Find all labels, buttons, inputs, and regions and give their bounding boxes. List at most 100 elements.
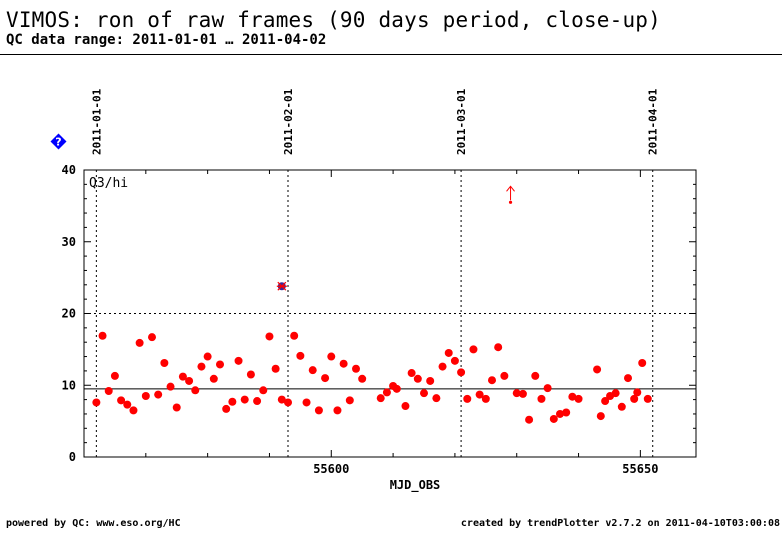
data-point (228, 397, 237, 406)
data-point (549, 414, 558, 423)
data-point (117, 396, 126, 405)
data-point (633, 388, 642, 397)
data-point (457, 368, 466, 377)
data-point (638, 359, 647, 368)
data-point (624, 374, 632, 383)
data-point (537, 394, 546, 403)
x-axis-label: MJD_OBS (390, 478, 441, 493)
data-point (643, 394, 652, 403)
svg-text:?: ? (55, 135, 61, 148)
date-marker-label: 2011-03-01 (455, 88, 468, 155)
data-point (259, 386, 268, 395)
data-point (568, 392, 577, 401)
y-tick-label: 20 (62, 307, 76, 321)
header: VIMOS: ron of raw frames (90 days period… (6, 8, 782, 48)
data-point (420, 389, 428, 398)
data-point (352, 364, 360, 373)
scatter-chart: 2011-01-01 2011-02-01 2011-03-01 2011-04-01… (62, 88, 697, 493)
data-point (494, 343, 503, 352)
data-point (444, 348, 453, 357)
data-point (104, 386, 113, 395)
page-title: VIMOS: ron of raw frames (90 days period… (6, 8, 661, 32)
data-point (185, 376, 194, 385)
data-point (500, 371, 509, 380)
data-point (407, 369, 416, 378)
data-point (574, 394, 583, 403)
data-point (617, 402, 626, 411)
data-point (611, 389, 620, 398)
panel-label: Q3/hi (89, 176, 128, 191)
data-point (531, 371, 540, 380)
data-point (296, 351, 305, 360)
data-point (148, 333, 156, 342)
data-point (432, 394, 441, 403)
data-point (345, 396, 354, 405)
data-point (469, 345, 478, 354)
data-point (333, 406, 342, 415)
data-point (556, 409, 564, 418)
data-point (512, 389, 521, 398)
data-point (438, 362, 447, 371)
outlier-star-marker (276, 281, 287, 291)
data-point (240, 395, 249, 404)
y-tick-label: 30 (62, 235, 76, 249)
data-point (426, 376, 435, 385)
data-point (154, 390, 163, 399)
date-marker-label: 2011-01-01 (90, 88, 103, 155)
data-point (376, 394, 385, 403)
data-point (327, 352, 336, 361)
data-point (209, 374, 218, 383)
footer-generator: created by trendPlotter v2.7.2 on 2011-0… (460, 518, 780, 529)
data-point (314, 406, 323, 415)
data-point (481, 394, 490, 403)
data-point (123, 400, 132, 409)
off-scale-arrow (506, 185, 515, 201)
data-point (197, 362, 206, 371)
data-point (160, 359, 169, 368)
data-point (525, 415, 534, 424)
data-point (601, 397, 610, 406)
data-point (92, 398, 101, 407)
y-tick-label: 10 (62, 378, 76, 392)
date-marker-label: 2011-04-01 (647, 88, 660, 155)
data-point (271, 364, 280, 373)
data-point (308, 366, 317, 375)
footer-credit: powered by QC: www.eso.org/HC (6, 518, 181, 529)
data-point (392, 384, 401, 393)
data-point (290, 331, 299, 340)
data-point (135, 338, 144, 347)
page-subtitle: QC data range: 2011-01-01 … 2011-04-02 (6, 32, 327, 48)
x-tick-label: 55650 (622, 462, 658, 476)
off-scale-point (508, 200, 513, 204)
y-tick-label: 40 (62, 163, 76, 177)
data-point (110, 371, 119, 380)
data-point (401, 402, 410, 411)
data-point (543, 384, 552, 393)
data-point (253, 397, 262, 406)
data-point (141, 392, 150, 401)
data-point (463, 394, 472, 403)
data-point (475, 390, 484, 399)
data-point (178, 372, 187, 381)
info-badge-icon[interactable]: ? (50, 133, 67, 150)
data-point (450, 356, 459, 365)
data-point (382, 388, 391, 397)
data-point (246, 370, 255, 379)
data-point (413, 374, 422, 383)
header-divider (0, 54, 782, 55)
data-point (234, 356, 243, 365)
data-point (596, 412, 605, 421)
data-point (284, 398, 292, 407)
data-point (191, 386, 200, 395)
data-point (358, 374, 367, 383)
data-point (203, 352, 212, 361)
data-point (321, 374, 330, 383)
data-point (488, 376, 496, 385)
data-point (630, 394, 639, 403)
data-point (129, 406, 138, 415)
data-point (98, 331, 107, 340)
data-point (216, 360, 224, 369)
data-point (172, 403, 181, 412)
date-marker-label: 2011-02-01 (282, 88, 295, 155)
data-point (518, 389, 527, 398)
